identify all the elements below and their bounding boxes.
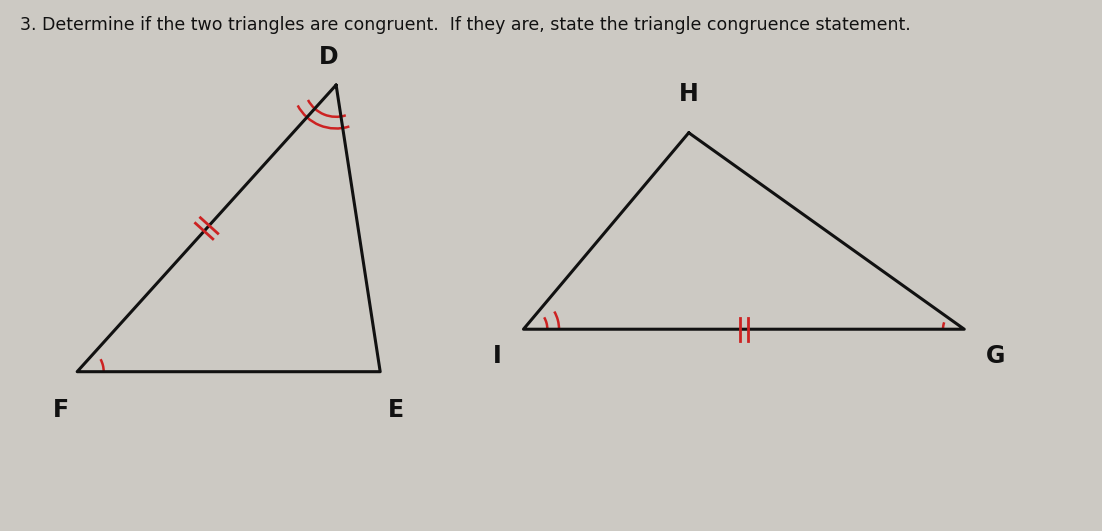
Text: I: I: [493, 344, 501, 368]
Text: H: H: [679, 82, 699, 106]
Text: D: D: [318, 45, 338, 69]
Text: E: E: [388, 398, 404, 422]
Text: G: G: [986, 344, 1006, 368]
Text: F: F: [53, 398, 68, 422]
Text: 3. Determine if the two triangles are congruent.  If they are, state the triangl: 3. Determine if the two triangles are co…: [20, 16, 910, 34]
